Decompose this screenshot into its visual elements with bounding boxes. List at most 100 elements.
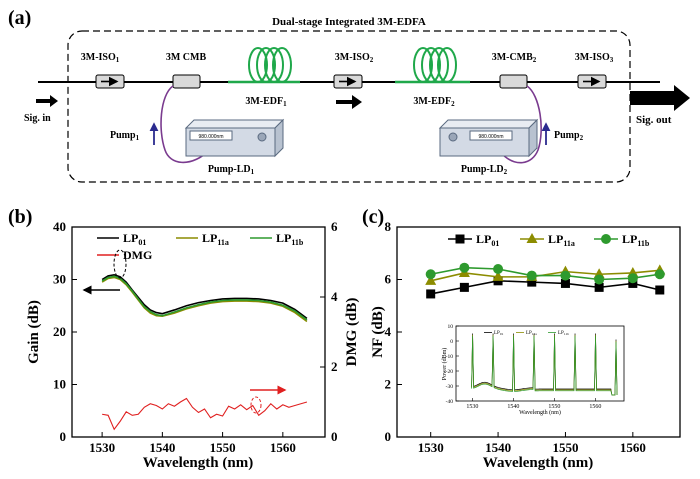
b-y2label: DMG (dB) [344, 298, 360, 367]
c-point-lp11b [459, 262, 470, 273]
b-legend-entry: LP11b [276, 231, 304, 247]
combiner-1 [172, 74, 201, 89]
panel-a-schematic: (a) Dual-stage Integrated 3M-EDFA [8, 7, 690, 183]
iso1-label: 3M-ISO1 [81, 52, 120, 64]
c-legend-entry: LP01 [476, 232, 499, 248]
ld1-label: Pump-LD1 [208, 164, 255, 176]
inset-xtick-label: 1530 [466, 404, 478, 410]
b-ylabel: Gain (dB) [26, 300, 42, 364]
c-point-lp11b [425, 269, 436, 280]
cmb2-label: 3M-CMB2 [492, 52, 537, 64]
inset-legend-entry: LP11b [558, 331, 569, 336]
pump1-label: Pump1 [110, 130, 140, 142]
sig-out-arrow [630, 85, 690, 111]
b-y2tick-label: 6 [331, 219, 338, 234]
sig-in-label: Sig. in [24, 113, 51, 124]
c-ytick-label: 8 [385, 219, 392, 234]
dmg-curve-marker [250, 396, 262, 414]
b-y2tick-label: 2 [331, 359, 338, 374]
b-y2tick-label: 4 [331, 289, 338, 304]
b-ytick-label: 40 [53, 219, 66, 234]
c-xtick-label: 1560 [620, 440, 646, 455]
c-legend-marker [601, 234, 611, 244]
inset-ytick-label: -10 [446, 354, 454, 360]
pump2-label: Pump2 [554, 130, 584, 142]
isolator-2 [333, 74, 363, 89]
inset-xlabel: Wavelength (nm) [519, 409, 561, 416]
c-point-lp01 [527, 277, 537, 287]
ld2-display: 980.000nm [478, 134, 503, 140]
pump1-fiber [160, 85, 211, 164]
inset-trace-lp01 [471, 333, 618, 396]
b-xtick-label: 1540 [149, 440, 175, 455]
iso3-label: 3M-ISO3 [575, 52, 614, 64]
panel-b-gain-chart: (b) 1530 1540 1550 1560 0 10 20 30 40 0 2 4 6 LP01 LP… [8, 206, 360, 471]
iso2-label: 3M-ISO2 [335, 52, 374, 64]
c-legend-entry: LP11a [548, 232, 575, 248]
c-ytick-label: 6 [385, 272, 392, 287]
c-xtick-label: 1550 [552, 440, 578, 455]
c-point-lp11b [627, 273, 638, 284]
c-series-lp11a [430, 269, 660, 282]
b-xtick-label: 1560 [270, 440, 296, 455]
b-series-lp11b [101, 275, 308, 321]
edf2-coil [413, 47, 457, 83]
combiner-2 [499, 74, 528, 89]
plot-b-frame [71, 226, 326, 438]
b-ytick-label: 30 [53, 272, 66, 287]
b-legend-entry: LP11a [202, 231, 229, 247]
panel-a-label: (a) [8, 7, 31, 29]
c-ytick-label: 4 [385, 324, 392, 339]
b-legend-entry: DMG [123, 248, 152, 262]
inset-ytick-label: 0 [450, 339, 453, 345]
inset-trace-lp11a [471, 334, 618, 396]
c-point-lp01 [459, 282, 469, 292]
c-point-lp11b [526, 270, 537, 281]
c-xtick-label: 1540 [485, 440, 511, 455]
inset-legend-entry: LP01 [494, 331, 504, 336]
sig-in-arrow [36, 95, 58, 107]
panel-c-nf-chart: (c) 1530 1540 1550 1560 0 2 4 6 8 LP01 LP11a LP11b… [362, 206, 681, 471]
b-series-lp01 [101, 273, 308, 319]
isolator-1 [95, 74, 125, 89]
b-ytick-label: 10 [53, 377, 66, 392]
c-point-lp11b [560, 270, 571, 281]
inset-trace-lp11b [471, 335, 618, 396]
inset-ytick-label: -40 [446, 399, 454, 405]
c-ytick-label: 2 [385, 377, 392, 392]
c-point-lp01 [628, 278, 638, 288]
c-legend-marker [526, 233, 538, 243]
c-legend-entry: LP11b [622, 232, 650, 248]
edf1-label: 3M-EDF1 [245, 96, 287, 108]
c-point-lp01 [426, 289, 436, 299]
c-ylabel: NF (dB) [370, 306, 386, 358]
c-point-lp11b [594, 274, 605, 285]
pump2-fiber [499, 85, 542, 164]
inset-legend-entry: LP11a [526, 331, 537, 336]
sig-out-label: Sig. out [636, 114, 672, 126]
b-xtick-label: 1550 [210, 440, 236, 455]
c-point-lp11b [654, 269, 665, 280]
inset-ytick-label: 10 [448, 324, 454, 330]
inset-xtick-label: 1560 [589, 404, 601, 410]
c-point-lp11b [493, 264, 504, 274]
inset-xtick-label: 1540 [507, 404, 519, 410]
c-point-lp01 [655, 285, 665, 295]
c-series-lp11b [430, 266, 660, 281]
ld1-display: 980.000nm [198, 134, 223, 140]
b-xlabel: Wavelength (nm) [143, 455, 253, 471]
c-xtick-label: 1530 [418, 440, 444, 455]
b-series-lp11a [101, 276, 308, 323]
c-point-lp11a [425, 274, 437, 285]
cmb1-label: 3M CMB [166, 52, 207, 63]
b-series-dmg [102, 397, 308, 431]
panel-b-label: (b) [8, 206, 32, 228]
c-series-lp01 [430, 280, 660, 295]
amplifier-title: Dual-stage Integrated 3M-EDFA [272, 16, 426, 28]
c-xlabel: Wavelength (nm) [483, 455, 593, 471]
b-ytick-label: 0 [60, 429, 67, 444]
c-point-lp01 [594, 282, 604, 292]
c-point-lp11a [492, 270, 504, 281]
b-y2tick-label: 0 [331, 429, 338, 444]
ld2-label: Pump-LD2 [461, 164, 508, 176]
